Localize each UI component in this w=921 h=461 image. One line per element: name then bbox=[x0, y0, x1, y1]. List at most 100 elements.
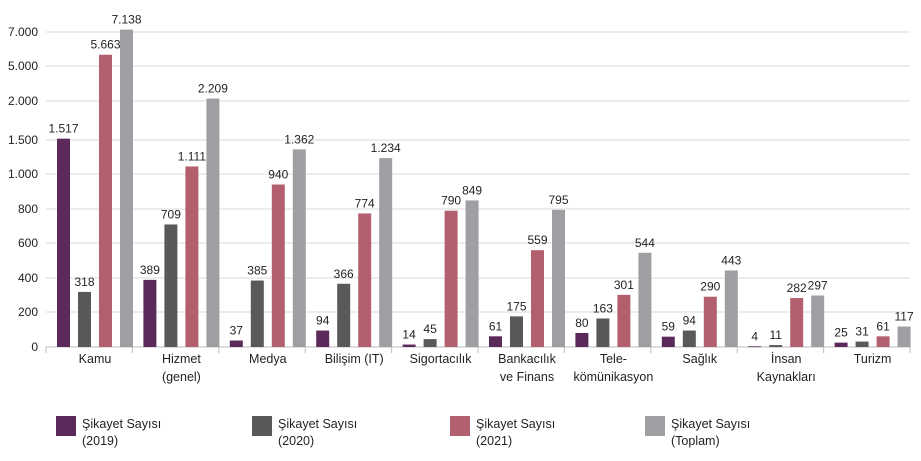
x-category-label: İnsan Kaynakları bbox=[757, 352, 816, 384]
legend-swatch-2021 bbox=[450, 416, 470, 436]
bar-value-label: 301 bbox=[614, 278, 634, 292]
legend-label-toplam: Şikayet Sayısı (Toplam) bbox=[671, 417, 751, 448]
x-category-label: Turizm bbox=[854, 352, 892, 366]
y-tick-label: 5.000 bbox=[8, 59, 38, 73]
bar-value-label: 61 bbox=[876, 319, 890, 333]
bar-value-label: 4 bbox=[751, 329, 758, 343]
bar-value-label: 80 bbox=[575, 316, 589, 330]
bar-value-label: 117 bbox=[895, 310, 914, 324]
bar bbox=[682, 330, 696, 347]
legend-label-2020: Şikayet Sayısı (2020) bbox=[278, 417, 358, 448]
x-category-label-line: Kamu bbox=[79, 352, 112, 366]
legend: Şikayet Sayısı (2019) Şikayet Sayısı (20… bbox=[0, 416, 921, 456]
legend-swatch-2020 bbox=[252, 416, 272, 436]
x-category-label: Tele-kömünikasyon bbox=[573, 352, 653, 384]
bar bbox=[638, 252, 652, 347]
bar bbox=[489, 336, 502, 347]
bar-value-label: 774 bbox=[355, 196, 375, 210]
bar bbox=[897, 326, 911, 347]
bar bbox=[724, 270, 738, 347]
bar-value-label: 385 bbox=[247, 264, 267, 278]
bar bbox=[811, 295, 825, 347]
bar bbox=[99, 54, 112, 347]
x-category-label-line: (genel) bbox=[162, 370, 201, 384]
bar bbox=[402, 344, 416, 347]
bar bbox=[57, 138, 70, 347]
bar bbox=[185, 166, 199, 347]
bar-value-label: 366 bbox=[334, 267, 354, 281]
y-tick-label: 1.000 bbox=[8, 167, 38, 181]
x-category-label: Sigortacılık bbox=[410, 352, 473, 366]
bar-value-label: 544 bbox=[635, 236, 655, 250]
bar-value-label: 559 bbox=[527, 233, 547, 247]
bar-value-label: 37 bbox=[230, 324, 244, 338]
bar bbox=[120, 29, 133, 348]
bar-value-label: 5.663 bbox=[90, 38, 120, 52]
bar-value-label: 709 bbox=[161, 207, 181, 221]
y-tick-label: 1.500 bbox=[8, 133, 38, 147]
bar-value-label: 45 bbox=[423, 322, 437, 336]
bar bbox=[206, 98, 220, 347]
bar-value-label: 25 bbox=[834, 326, 848, 340]
x-category-label: Bankacılık ve Finans bbox=[498, 352, 556, 384]
bar bbox=[552, 209, 565, 347]
x-category-label-line: ve Finans bbox=[500, 370, 554, 384]
x-category-label-line: kömünikasyon bbox=[573, 370, 653, 384]
bar bbox=[703, 296, 717, 347]
x-category-label: Kamu bbox=[79, 352, 112, 366]
bar bbox=[229, 340, 243, 347]
legend-swatch-toplam bbox=[645, 416, 665, 436]
bar bbox=[748, 346, 762, 348]
bar-value-label: 1.362 bbox=[284, 132, 314, 146]
bar-value-label: 790 bbox=[441, 194, 461, 208]
bar bbox=[617, 294, 631, 347]
x-category-label: Hizmet (genel) bbox=[162, 352, 201, 384]
legend-label-2019: Şikayet Sayısı (2019) bbox=[82, 417, 162, 448]
bar-value-label: 14 bbox=[402, 328, 416, 342]
bar bbox=[316, 330, 330, 347]
bar bbox=[465, 200, 479, 347]
bar bbox=[531, 250, 544, 347]
x-category-label: Sağlık bbox=[682, 352, 717, 366]
y-tick-label: 400 bbox=[18, 271, 38, 285]
bar bbox=[78, 291, 91, 347]
bar bbox=[444, 210, 458, 347]
bar bbox=[379, 158, 393, 347]
bar-value-label: 940 bbox=[268, 168, 288, 182]
legend-item-toplam: Şikayet Sayısı (Toplam) bbox=[645, 416, 750, 450]
bar bbox=[575, 333, 589, 347]
bar-value-label: 282 bbox=[787, 281, 807, 295]
y-tick-label: 600 bbox=[18, 236, 38, 250]
legend-label-2021: Şikayet Sayısı (2021) bbox=[476, 417, 556, 448]
y-tick-label: 2.000 bbox=[8, 94, 38, 108]
bar-value-label: 94 bbox=[683, 314, 697, 328]
bar bbox=[423, 339, 437, 347]
x-category-label-line: Bilişim (IT) bbox=[325, 352, 384, 366]
y-tick-label: 0 bbox=[31, 340, 38, 354]
bar bbox=[337, 283, 351, 347]
bar bbox=[596, 318, 610, 347]
legend-swatch-2019 bbox=[56, 416, 76, 436]
x-category-label-line: Bankacılık bbox=[498, 352, 556, 366]
bar-value-label: 1.517 bbox=[48, 122, 78, 136]
x-category-label-line: Turizm bbox=[854, 352, 892, 366]
bar bbox=[661, 336, 675, 347]
x-category-label-line: Kaynakları bbox=[757, 370, 816, 384]
x-category-label: Medya bbox=[249, 352, 287, 366]
bar-value-label: 389 bbox=[140, 263, 160, 277]
bar-value-label: 443 bbox=[721, 253, 741, 267]
bar-value-label: 59 bbox=[662, 320, 676, 334]
legend-item-2020: Şikayet Sayısı (2020) bbox=[252, 416, 357, 450]
bar-value-label: 297 bbox=[808, 279, 828, 293]
bar-value-label: 318 bbox=[74, 275, 94, 289]
legend-item-2021: Şikayet Sayısı (2021) bbox=[450, 416, 555, 450]
bar-value-label: 175 bbox=[506, 299, 526, 313]
bar-value-label: 11 bbox=[769, 328, 782, 342]
bar-value-label: 849 bbox=[462, 183, 482, 197]
bar bbox=[790, 298, 804, 347]
bar-value-label: 61 bbox=[489, 319, 503, 333]
bar bbox=[834, 342, 848, 347]
x-category-label: Bilişim (IT) bbox=[325, 352, 384, 366]
bar bbox=[143, 279, 157, 347]
bar bbox=[510, 316, 523, 347]
